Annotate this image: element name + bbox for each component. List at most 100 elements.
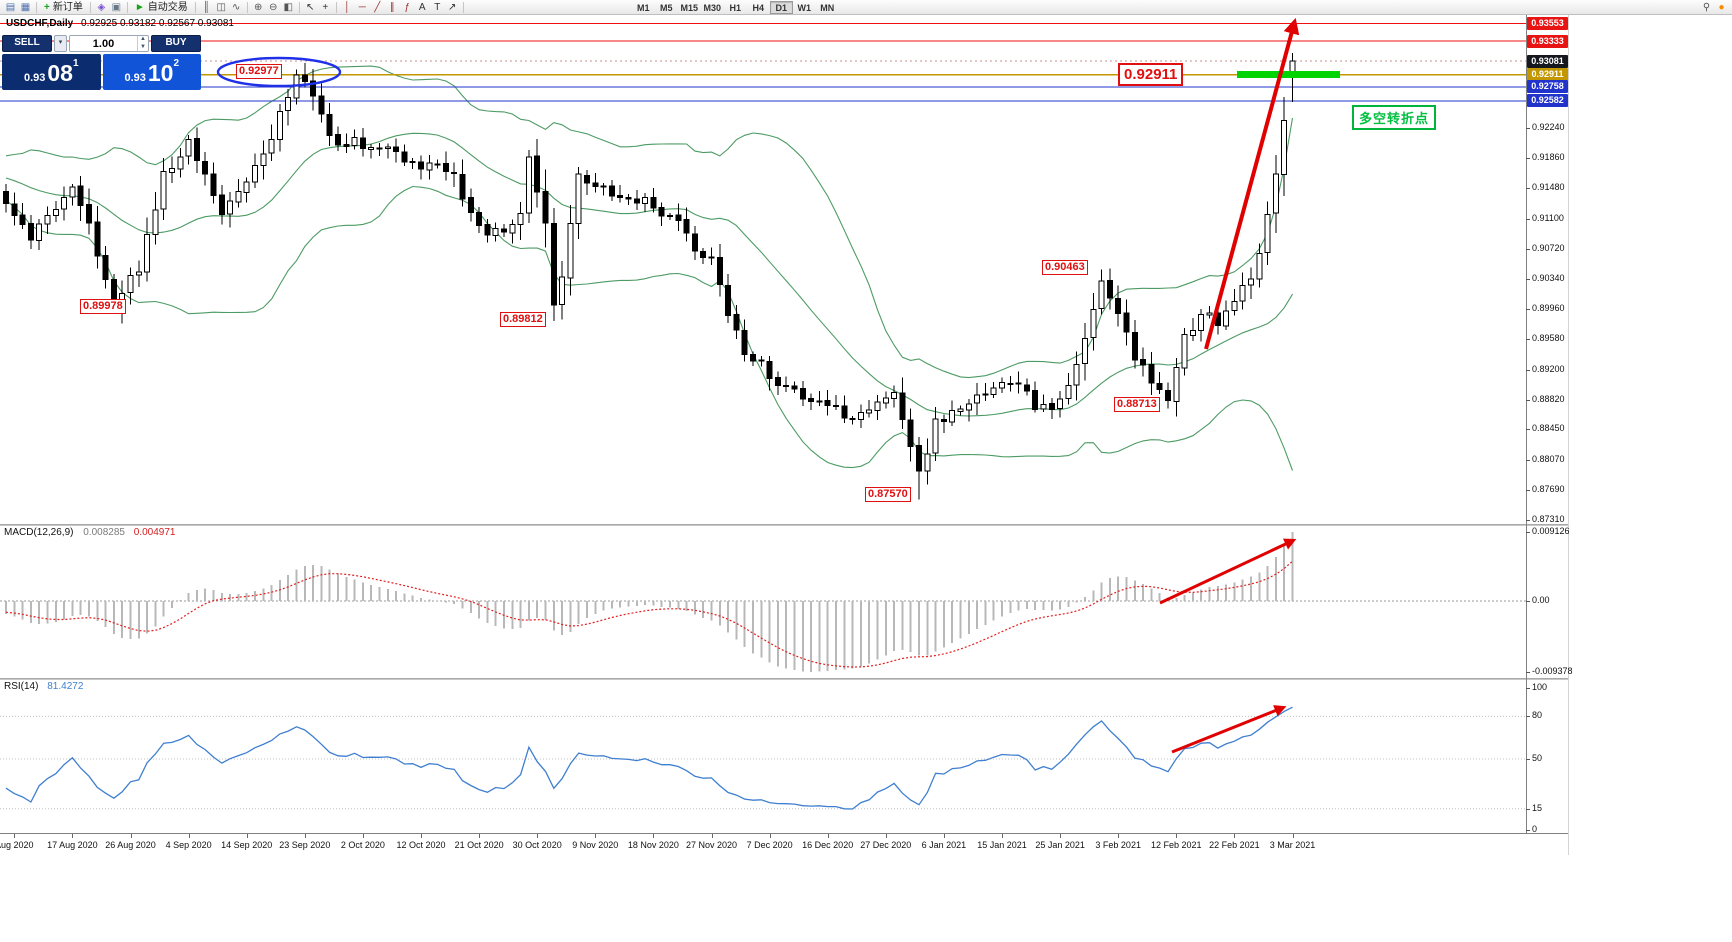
charts-window-icon[interactable]: ▤ [5,1,16,13]
date-label: 3 Feb 2021 [1095,840,1141,850]
date-label: 27 Nov 2020 [685,840,738,850]
text-icon[interactable]: A [418,1,426,13]
blue-ellipse [216,56,342,88]
toolbar: ▤ ▦ + 新订单 ◈ ▣ ► 自动交易 ║ ◫ ∿ ⊕ ⊖ ◧ ↖ + │ ─ ╱ ∥ ƒ A T ↗ M1 M5 M15 M30 H… [0,0,1732,15]
time-tickmark [72,834,74,838]
spinner-up-icon[interactable]: ▲ [140,36,146,42]
zoom-in-icon[interactable]: ⊕ [254,1,263,13]
main-macd-panel-divider[interactable] [0,524,1568,526]
time-tickmark [1176,834,1178,838]
buy-button[interactable]: BUY [151,35,201,52]
profiles-icon[interactable]: ▣ [111,1,122,13]
drawn-objects [216,17,1340,754]
time-tickmark [1292,834,1294,838]
time-tickmark [827,834,829,838]
candlestick-chart-type-icon[interactable]: ◫ [216,1,226,13]
macd-histogram [5,532,1294,672]
macd-main-value: 0.008285 [83,527,125,538]
trend-arrow-rsi [1171,705,1287,754]
vertical-line-icon[interactable]: │ [344,1,351,13]
arrow-objects-icon[interactable]: ↗ [448,1,457,13]
new-order-button[interactable]: + 新订单 [40,1,87,14]
rsi-level-lines [0,715,1526,810]
date-label: 12 Feb 2021 [1151,840,1202,850]
chart-title: USDCHF,Daily 0.92925 0.93182 0.92567 0.9… [6,18,234,29]
timeframe-h4-button[interactable]: H4 [752,2,764,13]
time-tickmark [479,834,481,838]
date-label: 6 Jan 2021 [921,840,967,850]
volume-input[interactable] [70,36,137,51]
chart-grid-icon[interactable]: ▦ [20,1,31,13]
line-chart-type-icon[interactable]: ∿ [232,1,241,13]
time-tickmark [304,834,306,838]
new-order-icon: + [44,1,50,13]
date-label: 16 Dec 2020 [802,840,854,850]
trendline-icon[interactable]: ╱ [374,1,381,13]
chart-area[interactable] [0,0,1568,870]
time-tickmark [1118,834,1120,838]
bar-chart-type-icon[interactable]: ║ [202,1,210,13]
timeframe-d1-button[interactable]: D1 [769,0,793,14]
sell-button[interactable]: SELL [2,35,52,52]
timeframe-m5-button[interactable]: M5 [659,2,673,13]
bollinger-bands [5,65,1294,471]
time-tickmark [1002,834,1003,838]
time-tickmark [653,834,655,838]
date-label: 7 Dec 2020 [746,840,793,850]
timeframe-m30-button[interactable]: M30 [703,2,721,13]
buy-price-box[interactable]: 0.93 10 2 [102,54,201,90]
search-icon[interactable]: ⚲ [1702,1,1711,13]
date-label: 9 Nov 2020 [572,840,619,850]
toolbar-separator [462,1,464,13]
timeframe-m15-button[interactable]: M15 [680,2,698,13]
community-icon[interactable]: ● [1718,1,1725,13]
time-tickmark [1234,834,1236,838]
cursor-icon[interactable]: ↖ [306,1,315,13]
tile-windows-icon[interactable]: ◧ [283,1,293,13]
timeframe-h1-button[interactable]: H1 [729,2,741,13]
time-tickmark [14,834,16,838]
autotrading-icon: ► [134,1,145,13]
time-axis[interactable]: Aug 2020 17 Aug 2020 26 Aug 2020 4 Sep 2020… [0,833,1568,854]
crosshair-icon[interactable]: + [322,1,329,13]
label-icon[interactable]: T [434,1,441,13]
time-tickmark [885,834,887,838]
toolbar-separator [126,1,128,13]
date-label: 17 Aug 2020 [47,840,98,850]
time-tickmark [1060,834,1062,838]
date-label: 26 Aug 2020 [105,840,156,850]
macd-signal-value: 0.004971 [133,527,176,538]
date-label: 22 Feb 2021 [1209,840,1260,850]
macd-rsi-panel-divider[interactable] [0,678,1568,680]
toolbar-left-group: ▤ ▦ + 新订单 ◈ ▣ ► 自动交易 ║ ◫ ∿ ⊕ ⊖ ◧ ↖ + │ ─ ╱ ∥ ƒ A T ↗ M1 M5 M15 M30 H… [3,0,839,15]
date-label: 15 Jan 2021 [977,840,1027,850]
indicators-icon[interactable]: ◈ [97,1,106,13]
horizontal-line-icon[interactable]: ─ [358,1,366,13]
spinner-down-icon[interactable]: ▼ [140,43,146,50]
time-tickmark [130,834,132,838]
fibonacci-icon[interactable]: ƒ [404,1,411,13]
date-label: 30 Oct 2020 [512,840,562,850]
zoom-out-icon[interactable]: ⊖ [269,1,278,13]
sell-price-pipette: 1 [72,58,79,69]
date-label: 14 Sep 2020 [221,840,273,850]
price-axis-line [1526,15,1527,833]
timeframe-m1-button[interactable]: M1 [636,2,650,13]
date-label: 21 Oct 2020 [454,840,504,850]
order-settings-dropdown[interactable]: ▾ [54,35,67,52]
green-level-bar [1237,71,1340,78]
horizontal-level-lines [0,23,1526,102]
toolbar-separator [298,1,300,13]
date-label: 3 Mar 2021 [1269,840,1316,850]
date-label: 25 Jan 2021 [1035,840,1085,850]
timeframe-w1-button[interactable]: W1 [797,2,812,13]
sell-price-big: 08 [47,60,73,86]
timeframe-mn-button[interactable]: MN [820,2,835,13]
autotrading-button[interactable]: ► 自动交易 [131,1,192,14]
date-label: Aug 2020 [0,840,34,850]
one-click-trading-panel: SELL ▾ ▲ ▼ BUY 0.93 08 1 0.93 10 [2,35,201,90]
candlesticks [3,53,1296,500]
time-tickmark [246,834,248,838]
channel-icon[interactable]: ∥ [389,1,395,13]
sell-price-box[interactable]: 0.93 08 1 [2,54,101,90]
